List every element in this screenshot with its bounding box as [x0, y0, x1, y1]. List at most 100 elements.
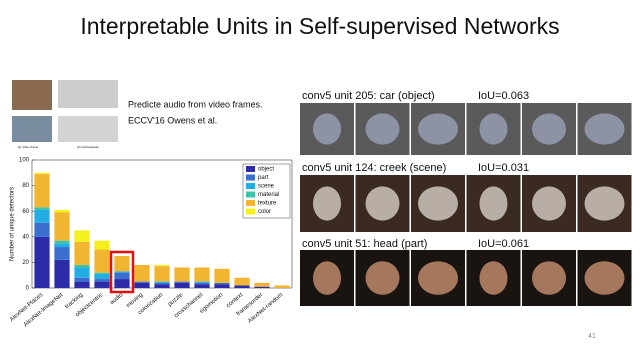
bar-segment	[154, 281, 170, 283]
bar-segment	[74, 230, 90, 242]
legend-swatch	[246, 183, 255, 189]
bar-segment	[74, 277, 90, 282]
bar-segment	[34, 209, 50, 223]
unit-image-highlight	[479, 113, 508, 145]
bar-segment	[94, 281, 110, 288]
unit-image-highlight	[479, 186, 508, 221]
bar-segment	[54, 243, 70, 248]
legend-label: scene	[258, 184, 275, 190]
bar-segment	[74, 267, 90, 278]
bar-segment	[154, 284, 170, 288]
bar-segment	[174, 281, 190, 283]
legend-swatch	[246, 191, 255, 198]
slide-title: Interpretable Units in Self-supervised N…	[80, 13, 559, 39]
unit-image-highlight	[418, 113, 458, 145]
unit-image-highlight	[479, 261, 508, 295]
bar-segment	[214, 282, 230, 285]
bar-segment	[34, 172, 50, 175]
bar-segment	[154, 282, 170, 285]
bar-segment	[74, 241, 90, 265]
unit-image-highlight	[418, 261, 458, 295]
y-tick-label: 20	[22, 260, 29, 266]
bar-segment	[154, 264, 170, 267]
iou-label: IoU=0.031	[478, 162, 529, 174]
note: Predicte audio from video frames.	[128, 99, 263, 109]
unit-image-highlight	[532, 113, 566, 145]
bar-segment	[74, 281, 90, 288]
unit-label: conv5 unit 124: creek (scene)	[302, 162, 446, 174]
bar-segment	[234, 285, 250, 288]
iou-label: IoU=0.061	[478, 238, 529, 250]
unit-image-highlight	[365, 113, 400, 145]
highlight-box	[109, 250, 135, 294]
unit-image-highlight	[365, 186, 400, 221]
cochleagram-thumb	[58, 80, 118, 108]
legend-label: texture	[258, 201, 277, 207]
bar-segment	[54, 212, 70, 241]
bar-segment	[194, 284, 210, 288]
bar-segment	[94, 249, 110, 273]
y-tick-label: 80	[22, 183, 29, 189]
bar-segment	[94, 273, 110, 280]
legend-swatch	[246, 174, 255, 181]
video-frame-thumb	[12, 80, 52, 110]
bar-segment	[34, 174, 50, 208]
unit-label: conv5 unit 51: head (part)	[302, 238, 427, 250]
bar-segment	[194, 281, 210, 283]
unit-image-highlight	[313, 261, 341, 295]
legend-label: material	[258, 192, 279, 198]
bar-segment	[174, 282, 190, 288]
page-number: 41	[588, 333, 596, 340]
bar-segment	[174, 267, 190, 282]
y-tick-label: 60	[22, 209, 29, 215]
bar-segment	[94, 272, 110, 274]
bar-segment	[54, 209, 70, 213]
legend-swatch	[246, 208, 255, 215]
bar-segment	[154, 266, 170, 282]
bar-segment	[114, 279, 130, 288]
bar-segment	[254, 282, 270, 287]
bar-segment	[94, 279, 110, 282]
bar-segment	[114, 256, 130, 272]
bar-segment	[254, 286, 270, 288]
bar-segment	[54, 259, 70, 288]
bar-segment	[134, 282, 150, 288]
unit-image-highlight	[313, 186, 341, 221]
unit-image-highlight	[418, 186, 458, 221]
bar-segment	[194, 282, 210, 285]
bar-segment	[34, 222, 50, 237]
y-tick-label: 40	[22, 234, 29, 240]
iou-label: IoU=0.063	[478, 90, 529, 102]
y-tick-label: 0	[26, 286, 30, 292]
legend-swatch	[246, 200, 255, 206]
unit-image-highlight	[584, 113, 625, 145]
bar-segment	[274, 285, 290, 288]
bar-segment	[134, 264, 150, 282]
thumb-caption: (b) Cochleagram	[77, 145, 100, 149]
bar-segment	[114, 271, 130, 273]
unit-image-highlight	[532, 186, 566, 221]
y-tick-label: 100	[19, 158, 30, 164]
bar-segment	[54, 247, 70, 260]
video-frame-thumb	[12, 116, 52, 142]
unit-image-highlight	[584, 186, 625, 221]
y-axis-label: Number of unique detectors	[10, 187, 16, 261]
bar-segment	[94, 240, 110, 250]
bar-segment	[194, 267, 210, 282]
bar-segment	[134, 281, 150, 283]
legend-label: color	[258, 209, 271, 215]
legend-swatch	[246, 166, 255, 172]
unit-image-highlight	[584, 261, 625, 295]
thumb-caption: (a) Video frame	[18, 145, 39, 149]
bar-segment	[54, 240, 70, 244]
bar-segment	[214, 268, 230, 283]
unit-label: conv5 unit 205: car (object)	[302, 90, 435, 102]
unit-image-highlight	[365, 261, 400, 295]
bar-segment	[214, 284, 230, 288]
note: ECCV'16 Owens et al.	[128, 115, 217, 125]
legend-label: object	[258, 167, 274, 173]
bar-segment	[34, 207, 50, 210]
bar-segment	[234, 277, 250, 286]
unit-image-highlight	[532, 261, 566, 295]
bar-segment	[114, 272, 130, 280]
